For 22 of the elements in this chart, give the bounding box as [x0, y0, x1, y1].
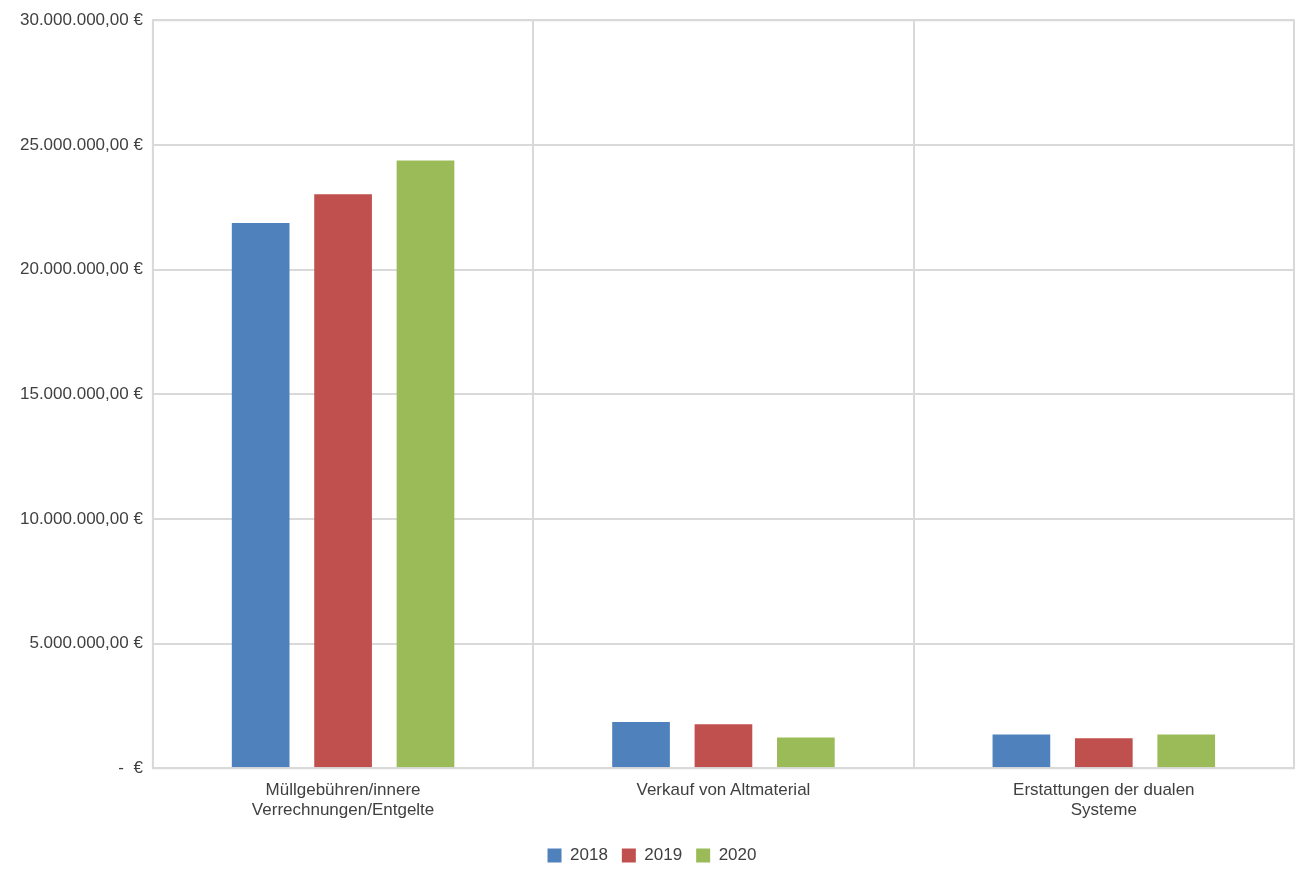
bar [231, 222, 290, 768]
y-tick-label: 25.000.000,00 € [19, 134, 144, 154]
bar [1074, 738, 1133, 768]
bar [612, 722, 670, 768]
bar [694, 724, 753, 768]
x-tick-label: Müllgebühren/innere Verrechnungen/Entgelte [251, 780, 435, 820]
legend-label: 2018 [570, 845, 608, 865]
x-tick-label: Erstattungen der dualen Systeme [1013, 780, 1195, 820]
bar [1157, 734, 1216, 768]
y-tick-label: 30.000.000,00 € [19, 9, 144, 29]
y-tick-label: - € [118, 757, 144, 777]
y-tick-label: 20.000.000,00 € [19, 259, 144, 279]
legend-label: 2020 [718, 845, 757, 865]
bar [396, 160, 455, 768]
bar [314, 194, 372, 768]
bar [992, 734, 1051, 768]
y-tick-label: 5.000.000,00 € [29, 633, 144, 653]
y-tick-label: 10.000.000,00 € [19, 508, 144, 528]
y-tick-label: 15.000.000,00 € [19, 383, 144, 403]
x-tick-label: Verkauf von Altmaterial [636, 780, 811, 800]
legend-label: 2019 [644, 845, 683, 865]
bar [777, 737, 835, 768]
